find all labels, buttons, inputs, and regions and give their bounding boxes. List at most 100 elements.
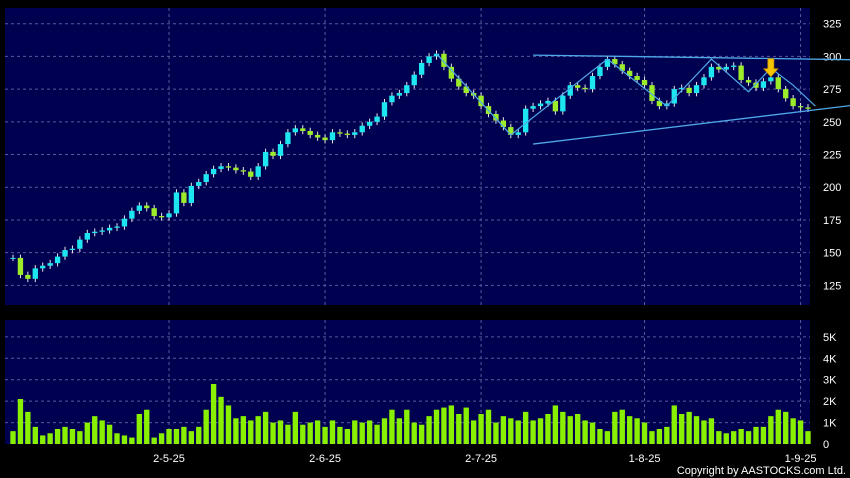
zigzag-line [436,53,816,136]
candle-body [560,95,566,112]
volume-bar [396,418,403,444]
candle-body [738,65,744,80]
price-tick-label: 250 [823,117,841,129]
down-arrow-shape [762,58,779,78]
volume-bar [359,422,365,444]
price-tick-label: 125 [823,280,841,292]
volume-bar [285,424,291,444]
candle-body [158,216,165,218]
volume-bar [10,431,16,444]
candle-body [106,227,113,231]
candle-body [426,56,432,63]
volume-bar [158,433,165,444]
candle-body [745,79,752,83]
volume-bar [54,429,61,444]
candle-body [545,100,551,104]
candle-body [508,127,514,135]
candle-body [129,210,135,219]
volume-bar [582,420,588,444]
candle-body [188,185,194,203]
volume-bar [574,414,581,444]
volume-bar [485,409,492,444]
candle-body [775,77,781,90]
candle-body [522,108,529,133]
candle-body [679,87,685,90]
candle-body [790,98,796,107]
candle-body [262,151,269,167]
trendline [533,54,850,61]
volume-bar [121,435,128,444]
volume-bar [426,416,432,444]
down-arrow-icon [762,58,779,78]
volume-bar [203,409,209,444]
volume-bar [686,411,692,444]
candle-body [225,166,232,168]
candle-body [753,82,759,88]
volume-bar [404,409,410,444]
candle-body [701,77,707,86]
volume-bar [136,414,142,444]
candle-body [456,78,462,87]
candle-body [329,132,336,141]
candle-body [136,205,142,211]
candle-body [277,144,284,156]
candle-body [500,120,507,128]
candle-body [210,168,217,175]
candle-body [478,95,484,107]
volume-bar [25,411,31,444]
candle-body [144,205,150,209]
candle-body [619,64,625,71]
candle-body [77,239,83,249]
candle-body [783,89,789,99]
volume-bar [783,411,789,444]
volume-bar [463,407,469,444]
candle-body [233,167,239,171]
candle-body [32,268,38,279]
candle-body [731,65,737,67]
volume-bar [731,431,737,444]
volume-bar [99,420,105,444]
price-tick-label: 225 [823,150,841,162]
candle-body [649,85,655,101]
candle-body [597,66,603,77]
volume-bar [723,433,729,444]
volume-bar [337,426,343,444]
volume-bar [352,420,358,444]
date-tick-label: 1-9-25 [785,453,817,465]
candle-body [627,70,633,77]
volume-bar [716,431,722,444]
candle-body [292,128,299,133]
price-axis-labels: 125 150 175 200 225 250 275 300 325 [823,19,841,293]
volume-bar [92,416,98,444]
candle-body [805,107,811,109]
date-tick-label: 1-8-25 [629,453,661,465]
candle-body [463,86,469,94]
candle-body [418,62,425,75]
volume-bar [240,416,247,444]
candle-body [359,125,365,133]
date-tick-label: 2-6-25 [309,453,341,465]
candle-body [671,89,677,104]
candle-body [389,95,395,103]
volume-bar [181,426,187,444]
copyright-text: Copyright by AASTOCKS.com Ltd. [677,465,846,477]
volume-bar [381,418,388,444]
volume-bar [270,422,276,444]
volume-bar [478,414,484,444]
candle-body [493,113,499,121]
volume-bar [314,420,321,444]
volume-tick-label: 4K [823,353,837,365]
candle-body [686,87,692,94]
candle-body [768,77,774,82]
volume-bar [560,411,566,444]
candle-body [248,171,254,177]
candle-body [240,170,247,172]
volume-bar [188,431,194,444]
volume-tick-label: 5K [823,332,837,344]
volume-bar [151,437,157,444]
volume-bar [255,416,261,444]
volume-bar [649,431,655,444]
price-tick-label: 325 [823,19,841,31]
